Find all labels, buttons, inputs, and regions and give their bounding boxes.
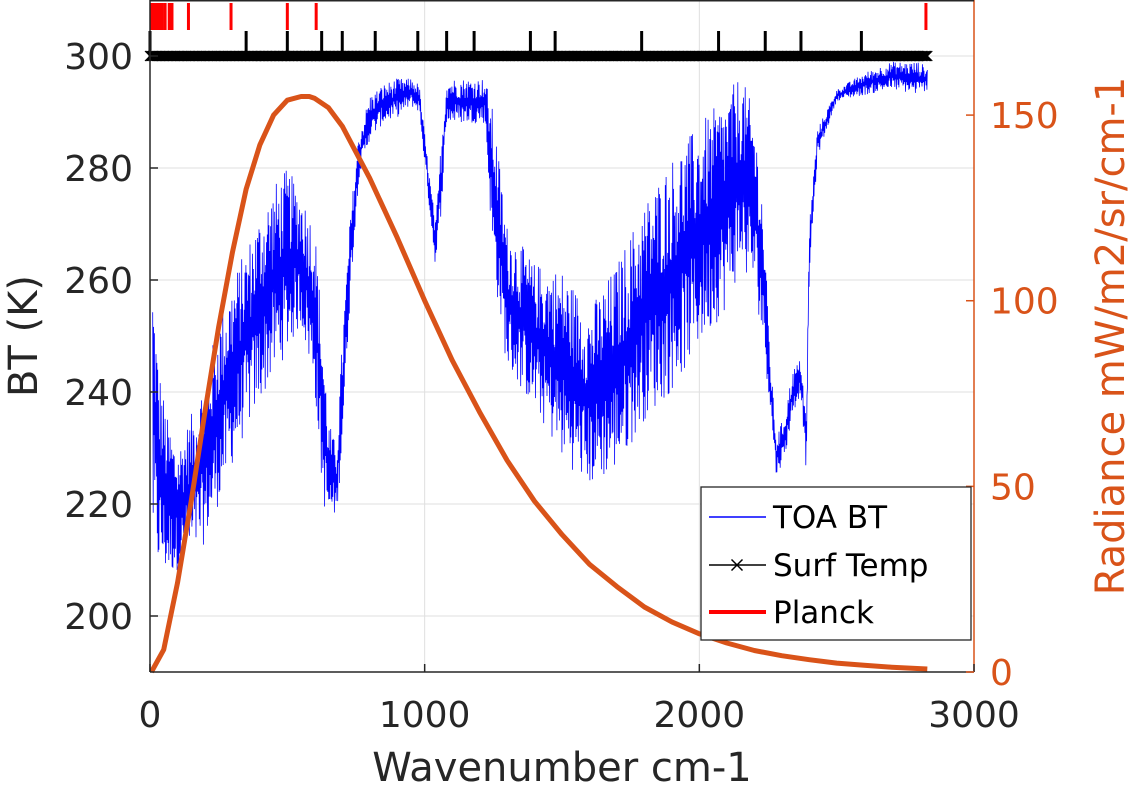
y-left-tick-label: 200 bbox=[64, 597, 133, 638]
x-tick-label: 0 bbox=[139, 695, 162, 736]
x-tick-label: 2000 bbox=[654, 695, 746, 736]
y-right-tick-label: 50 bbox=[990, 467, 1036, 508]
y-axis-right-title: Radiance mW/m2/sr/cm-1 bbox=[1088, 77, 1131, 596]
y-left-tick-label: 220 bbox=[64, 485, 133, 526]
toa-bt-line bbox=[152, 61, 928, 571]
y-axis-left-title: BT (K) bbox=[1, 275, 47, 397]
legend-label-surf-temp: Surf Temp bbox=[773, 548, 928, 584]
y-left-tick-label: 240 bbox=[64, 373, 133, 414]
radiance-curve bbox=[149, 94, 928, 674]
y-right-tick-label: 150 bbox=[990, 96, 1059, 137]
legend-label-planck: Planck bbox=[773, 595, 874, 631]
legend-box bbox=[700, 486, 972, 641]
legend: TOA BT Surf Temp Planck bbox=[700, 486, 972, 641]
y-right-tick-label: 0 bbox=[990, 653, 1013, 694]
y-left-tick-label: 260 bbox=[64, 261, 133, 302]
y-left-tick-label: 300 bbox=[64, 37, 133, 78]
x-axis-title: Wavenumber cm-1 bbox=[372, 745, 751, 786]
x-tick-label: 3000 bbox=[928, 695, 1020, 736]
x-tick-label: 1000 bbox=[379, 695, 471, 736]
legend-label-toa-bt: TOA BT bbox=[772, 500, 888, 536]
y-right-tick-label: 100 bbox=[990, 282, 1059, 323]
y-left-tick-label: 280 bbox=[64, 149, 133, 190]
surf-temp-markers bbox=[144, 50, 933, 62]
axes bbox=[149, 0, 975, 673]
legend-marker-surf-temp bbox=[730, 558, 744, 572]
